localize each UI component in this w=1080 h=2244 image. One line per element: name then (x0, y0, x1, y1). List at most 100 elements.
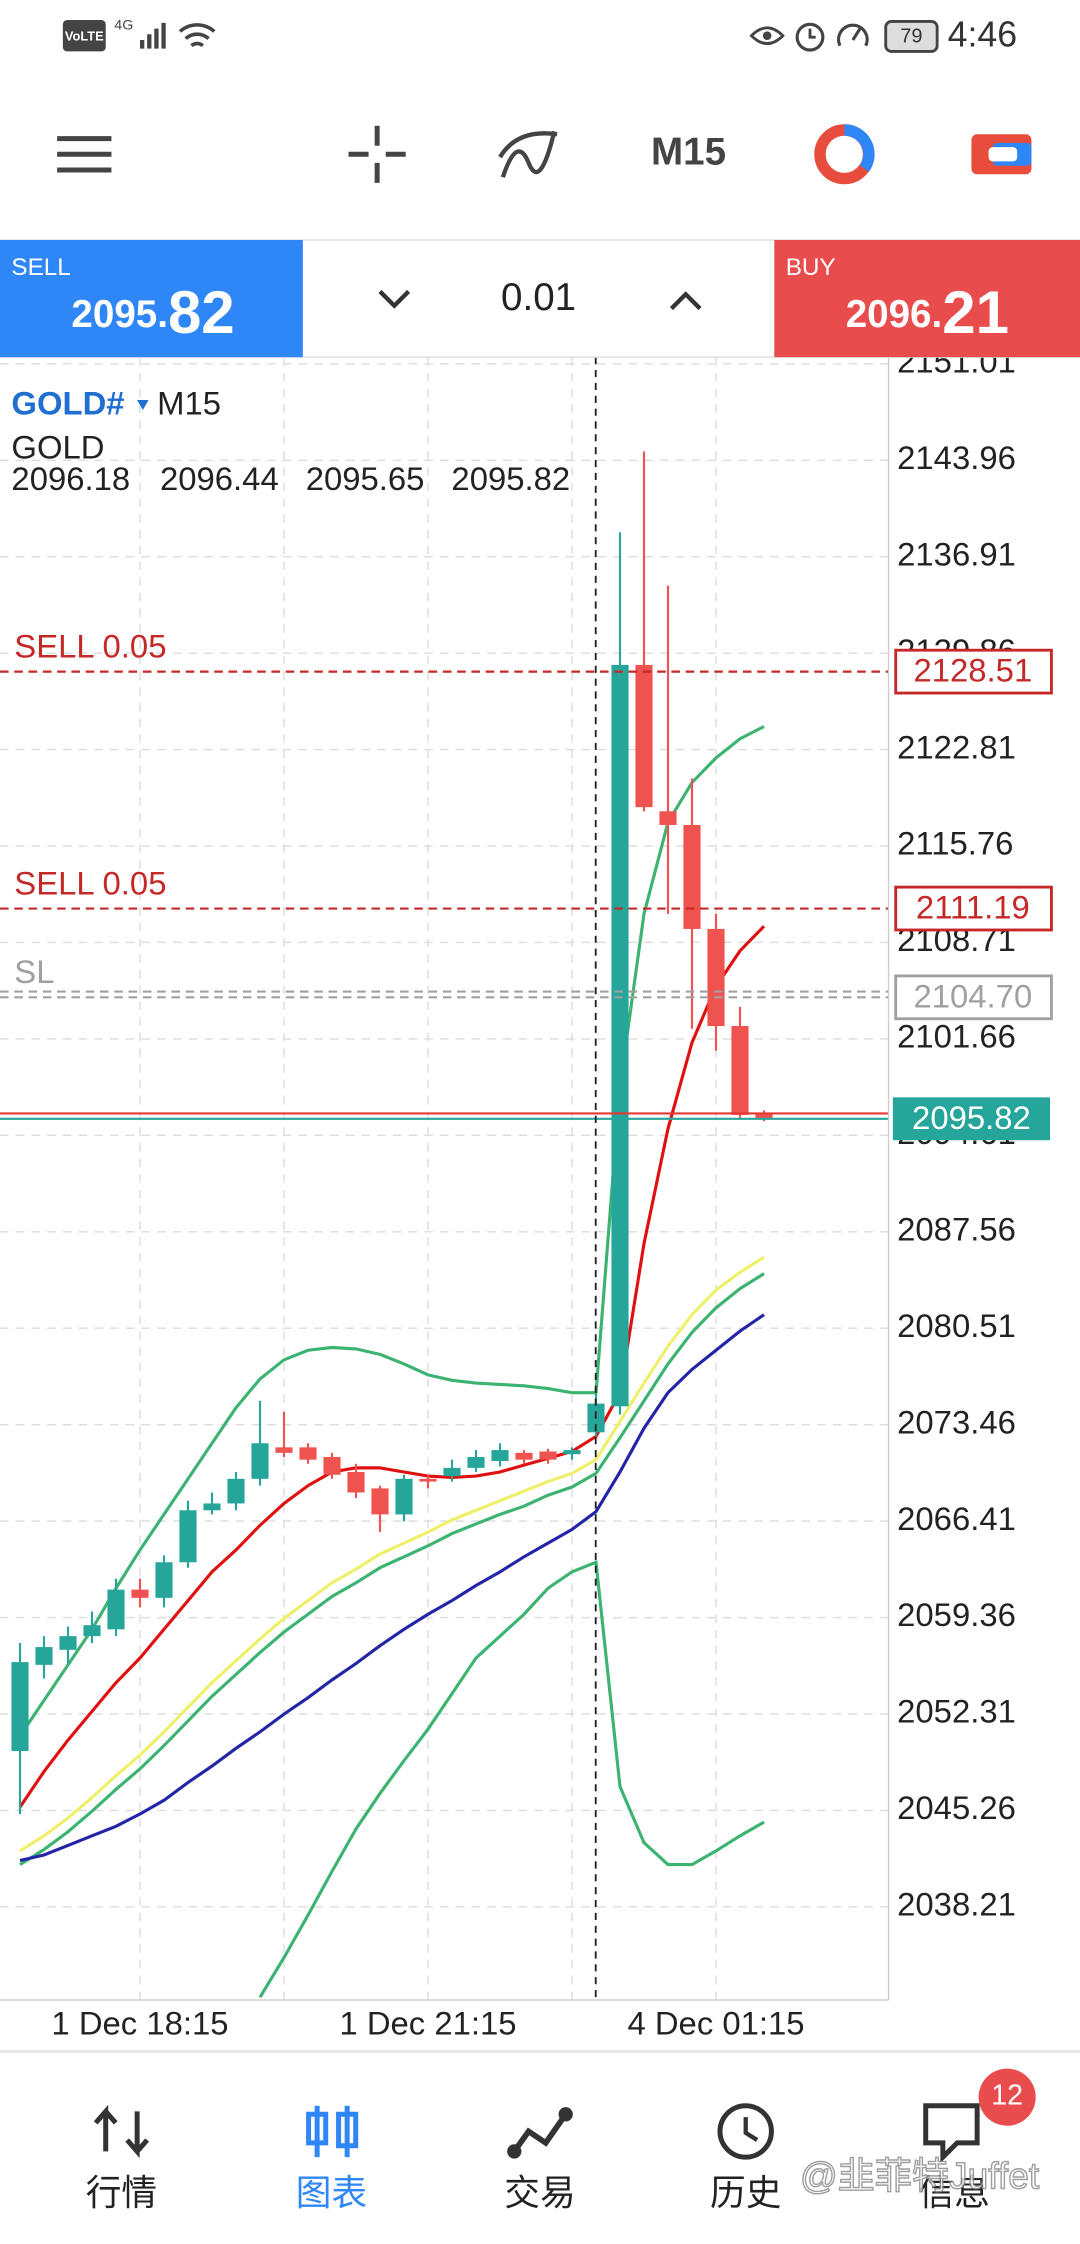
candle-body (11, 1662, 29, 1752)
indicator-line (19, 1255, 765, 1853)
y-tick-label: 2122.81 (897, 728, 1016, 765)
ohlc-open: 2096.18 (11, 460, 130, 497)
price-box (894, 885, 1053, 932)
crosshair-button[interactable] (348, 125, 406, 183)
trade-button-arc (843, 124, 875, 172)
candle-body (371, 1488, 389, 1515)
candle-body (515, 1452, 533, 1460)
eye-icon (749, 26, 785, 45)
symbol-dropdown[interactable] (137, 400, 149, 410)
y-tick-label: 2073.46 (897, 1403, 1016, 1440)
nav-item[interactable]: 行情 (86, 2173, 157, 2213)
bid-box (892, 1097, 1050, 1141)
y-tick-label: 2038.21 (897, 1886, 1016, 1923)
candle-body (635, 664, 653, 808)
trade-icon-dot (507, 2144, 522, 2159)
lot-decrease[interactable] (378, 289, 411, 309)
candle-body (59, 1636, 77, 1650)
battery: 79 (900, 25, 922, 47)
price-box (894, 974, 1053, 1021)
alarm-icon (795, 22, 825, 52)
clock: 4:46 (948, 15, 1018, 55)
wifi-icon (178, 23, 216, 48)
badge-count: 12 (991, 2080, 1023, 2112)
nav-item[interactable]: 交易 (504, 2173, 575, 2213)
bid-box-label: 2095.82 (912, 1099, 1031, 1136)
candle-body (755, 1113, 773, 1119)
y-tick-label: 2052.31 (897, 1693, 1016, 1730)
y-tick-label: 2080.51 (897, 1307, 1016, 1344)
candle-body (155, 1562, 173, 1598)
lot-size[interactable]: 0.01 (501, 276, 576, 319)
volte: VoLTE (65, 29, 104, 44)
x-tick-label: 1 Dec 18:15 (51, 2004, 228, 2041)
nav-items: 行情 图表 交易 历史 信息 (86, 2173, 990, 2213)
toolbar (0, 82, 1080, 240)
eye-pupil (762, 31, 772, 40)
candle-body (443, 1467, 461, 1477)
trade-icon-dot (558, 2107, 573, 2122)
plot-area (0, 357, 889, 2000)
description: GOLD (11, 429, 104, 466)
timeframe: M15 (157, 384, 221, 421)
badge (978, 2068, 1036, 2126)
indicator-line (18, 725, 765, 1737)
candle-body (731, 1026, 749, 1115)
ohlc-high: 2096.44 (160, 460, 279, 497)
timeframe-button[interactable]: M15 (651, 130, 726, 173)
candle-body (203, 1503, 221, 1511)
x-tick-label: 1 Dec 21:15 (339, 2004, 516, 2041)
y-tick-label: 2087.56 (897, 1210, 1016, 1247)
nav-item[interactable]: 图表 (296, 2173, 367, 2213)
sell-price: 2095.82 (71, 279, 234, 346)
y-tick-label: 2143.96 (897, 439, 1016, 476)
lot-increase[interactable] (669, 291, 702, 311)
price-box-label: 2111.19 (916, 889, 1030, 926)
sell-label: SELL (11, 254, 70, 281)
bottom-nav (0, 2051, 1080, 2244)
candle-body (491, 1450, 509, 1462)
indicator-line (19, 1272, 765, 1866)
alarm-hands (808, 28, 816, 39)
battery-icon (884, 19, 939, 53)
price-box-label: 2104.70 (913, 977, 1032, 1014)
candle-body (347, 1471, 365, 1493)
ohlc-close: 2095.82 (451, 460, 570, 497)
ohlc-low: 2095.65 (306, 460, 425, 497)
x-tick-label: 4 Dec 01:15 (627, 2004, 804, 2041)
candle-body (227, 1478, 245, 1504)
trade-icon (511, 2112, 569, 2154)
price-box-label: 2128.51 (913, 652, 1032, 689)
nav-item[interactable]: 信息 (919, 2173, 990, 2213)
mail-icon (923, 2103, 980, 2164)
candle-body (683, 824, 701, 929)
history-hands (743, 2117, 759, 2142)
candle-body (395, 1478, 413, 1515)
quotes-icon (93, 2104, 150, 2159)
candle-body (299, 1447, 317, 1460)
sell-button[interactable] (0, 240, 303, 358)
price-box (894, 648, 1053, 695)
account-button-dot (988, 147, 1018, 162)
watermark: @韭菲特Juffet (800, 2154, 1040, 2196)
candle-body (563, 1450, 581, 1455)
candle-body (83, 1625, 101, 1637)
candle-body (107, 1589, 125, 1630)
menu-button[interactable] (57, 136, 112, 173)
y-tick-label: 2059.36 (897, 1596, 1016, 1633)
indicator-line (18, 925, 766, 1809)
indicator-line (19, 1313, 765, 1863)
candle-body (179, 1510, 197, 1563)
candle-body (539, 1451, 557, 1460)
indicators-button[interactable] (498, 130, 558, 178)
buy-label: BUY (786, 254, 836, 281)
buy-button[interactable] (774, 240, 1080, 358)
candle-body (323, 1456, 341, 1475)
nav-item[interactable]: 历史 (710, 2173, 781, 2213)
candle-body (35, 1647, 53, 1665)
y-tick-label: 2115.76 (897, 825, 1013, 862)
candle-body (467, 1456, 485, 1468)
